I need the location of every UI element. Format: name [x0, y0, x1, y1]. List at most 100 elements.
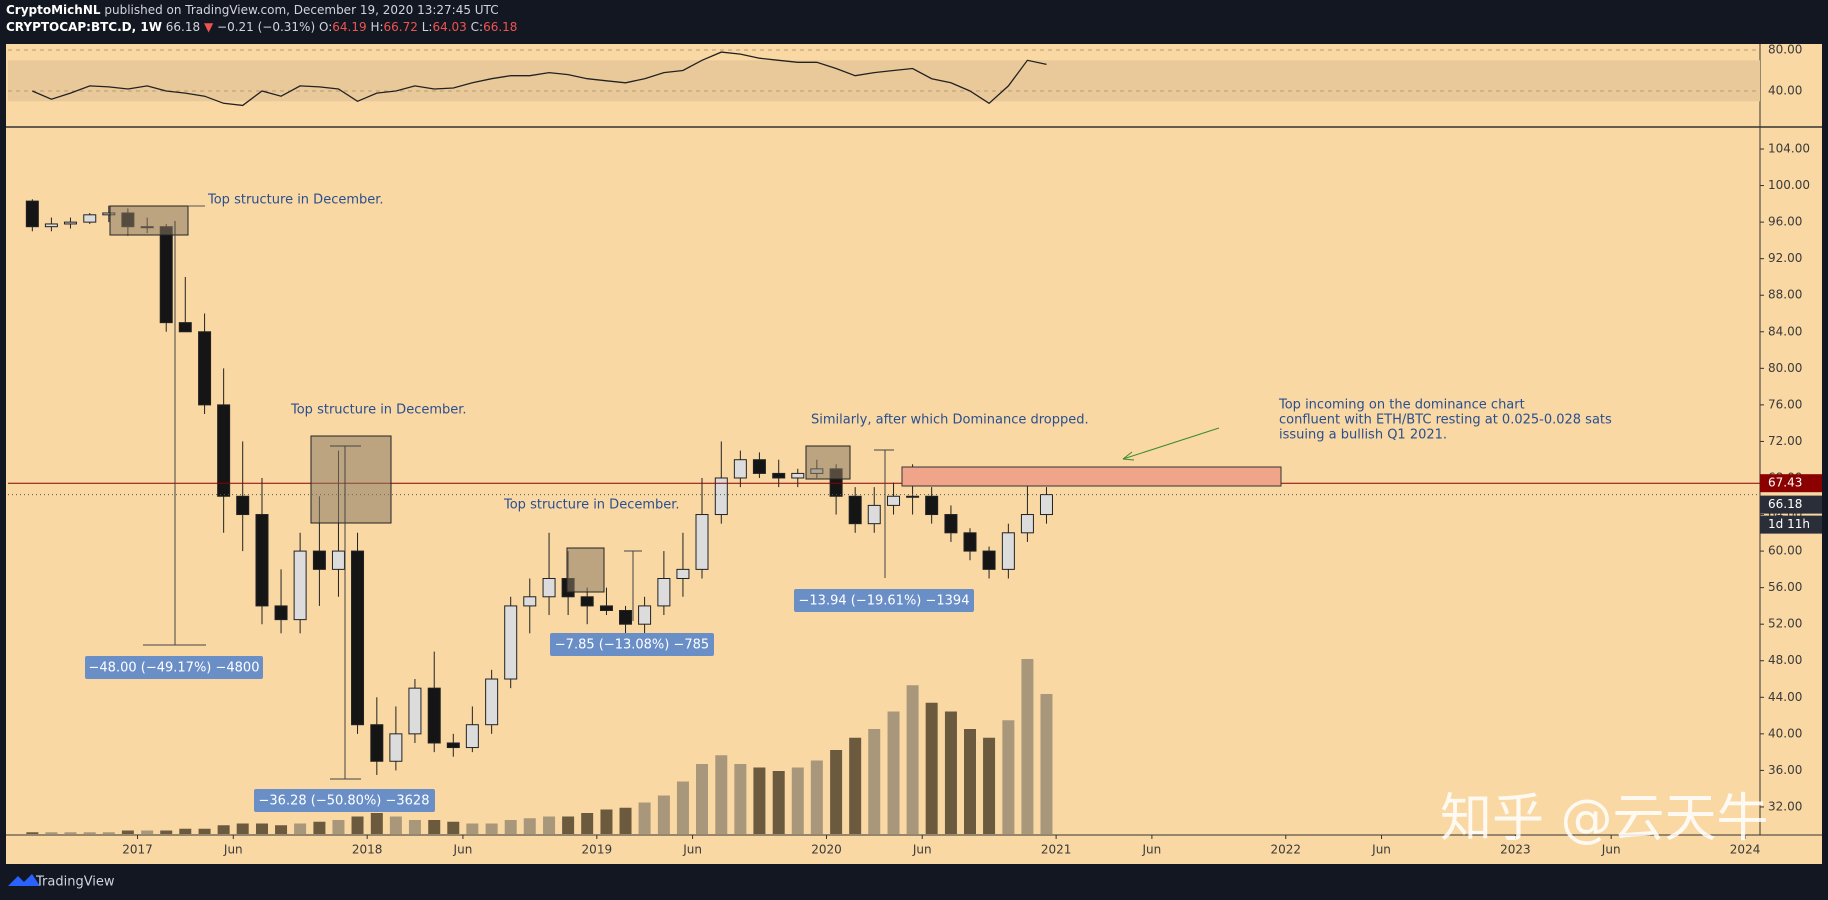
candle-body [485, 678, 499, 726]
volume-bar [1002, 720, 1015, 834]
candle-body [255, 514, 269, 607]
volume-bar [504, 820, 517, 834]
measure-box [85, 656, 263, 679]
y-tick-label: 44.00 [1768, 690, 1802, 704]
y-tick-label: 40.00 [1768, 726, 1802, 740]
volume-bar [523, 818, 536, 834]
x-tick-label: 2020 [811, 843, 842, 857]
symbol: CRYPTOCAP:BTC.D, 1W [6, 20, 162, 34]
candle-body [1001, 532, 1015, 570]
volume-bar [83, 832, 96, 834]
h-label: H: [370, 20, 384, 34]
y-tick-label: 88.00 [1768, 288, 1802, 302]
x-tick-label: 2018 [352, 843, 383, 857]
measure-label: −36.28 (−50.80%) −3628 [259, 794, 430, 809]
o-value: 64.19 [332, 20, 367, 34]
measure-label: −7.85 (−13.08%) −785 [555, 638, 709, 653]
arrow: ▼ [203, 20, 214, 34]
candle-body [351, 550, 365, 726]
candle-body [63, 221, 77, 225]
candle-body [695, 514, 709, 570]
volume-bar [772, 771, 785, 834]
candle-body [408, 687, 422, 735]
candle-body [982, 550, 996, 570]
y-tick-label: 36.00 [1768, 763, 1802, 777]
volume-bar [466, 823, 479, 834]
x-tick-label: 2021 [1041, 843, 1072, 857]
volume-bar [389, 816, 402, 834]
x-tick-label: Jun [1371, 843, 1391, 857]
volume-bar [1021, 659, 1034, 834]
volume-bar [141, 830, 154, 834]
c-value: 66.18 [483, 20, 518, 34]
candle-body [657, 578, 671, 607]
y-tick-label: 84.00 [1768, 324, 1802, 338]
x-tick-label: 2023 [1500, 843, 1531, 857]
candle-body [848, 495, 862, 525]
candle-body [944, 514, 958, 534]
measure-box [254, 789, 435, 812]
measure [143, 221, 894, 780]
volume-bar [676, 781, 689, 834]
candle-body [427, 687, 441, 744]
price-line-label: 67.43 [1768, 476, 1802, 490]
candle-body [465, 724, 479, 749]
volume-bar [638, 802, 651, 834]
candle-body [963, 532, 977, 552]
candle-body [714, 477, 728, 516]
candle-body [25, 200, 39, 228]
measure-box [550, 633, 714, 656]
volume-bar [447, 821, 460, 834]
x-tick-label: Jun [1142, 843, 1162, 857]
candle-body [867, 504, 881, 525]
header: CryptoMichNL published on TradingView.co… [6, 2, 517, 36]
highlight-box [566, 547, 605, 593]
volume-bar [944, 711, 957, 834]
volume-bar [562, 816, 575, 834]
y-tick-label: 40.00 [1768, 84, 1802, 98]
candle-body [370, 724, 384, 762]
volume-bar [370, 813, 383, 834]
annotation: Top structure in December. [503, 498, 680, 513]
measure-label: −48.00 (−49.17%) −4800 [89, 661, 260, 676]
volume-bar [600, 809, 613, 834]
volume-bar [64, 832, 77, 834]
candle-body [619, 609, 633, 625]
candle-body [676, 568, 690, 580]
y-tick-label: 32.00 [1768, 799, 1802, 813]
volume-bar [102, 832, 115, 834]
y-tick-label: 48.00 [1768, 653, 1802, 667]
x-tick-label: 2022 [1270, 843, 1301, 857]
arrow [1122, 427, 1220, 460]
y-tick-label: 92.00 [1768, 251, 1802, 265]
candle-body [791, 472, 805, 479]
y-tick-label: 96.00 [1768, 215, 1802, 229]
candle-body [523, 596, 537, 607]
candle-body [159, 226, 173, 324]
brand[interactable]: TradingView [35, 875, 115, 890]
o-label: O: [318, 20, 333, 34]
volume-bar [313, 821, 326, 834]
x-tick-label: 2017 [122, 843, 153, 857]
countdown-badge [1760, 515, 1822, 534]
x-tick-label: 2019 [582, 843, 613, 857]
volume-bar [485, 823, 498, 834]
volume-bar [753, 767, 766, 834]
candle-body [83, 214, 97, 223]
volume-bar [868, 729, 881, 834]
volume-bar [179, 828, 192, 834]
x-tick-label: 2024 [1730, 843, 1761, 857]
candle-body [293, 550, 307, 621]
volume-bar [925, 702, 938, 834]
y-tick-label: 56.00 [1768, 580, 1802, 594]
candle-body [312, 550, 326, 570]
candle-body [389, 733, 403, 762]
volume-bar [849, 737, 862, 834]
x-tick-label: Jun [223, 843, 243, 857]
measure-label: −13.94 (−19.61%) −1394 [799, 594, 970, 609]
published: published on TradingView.com, December 1… [104, 3, 499, 17]
volume-bar [1040, 694, 1053, 834]
volume-bar [408, 820, 421, 834]
candle-body [906, 495, 920, 498]
l-label: L: [421, 20, 433, 34]
